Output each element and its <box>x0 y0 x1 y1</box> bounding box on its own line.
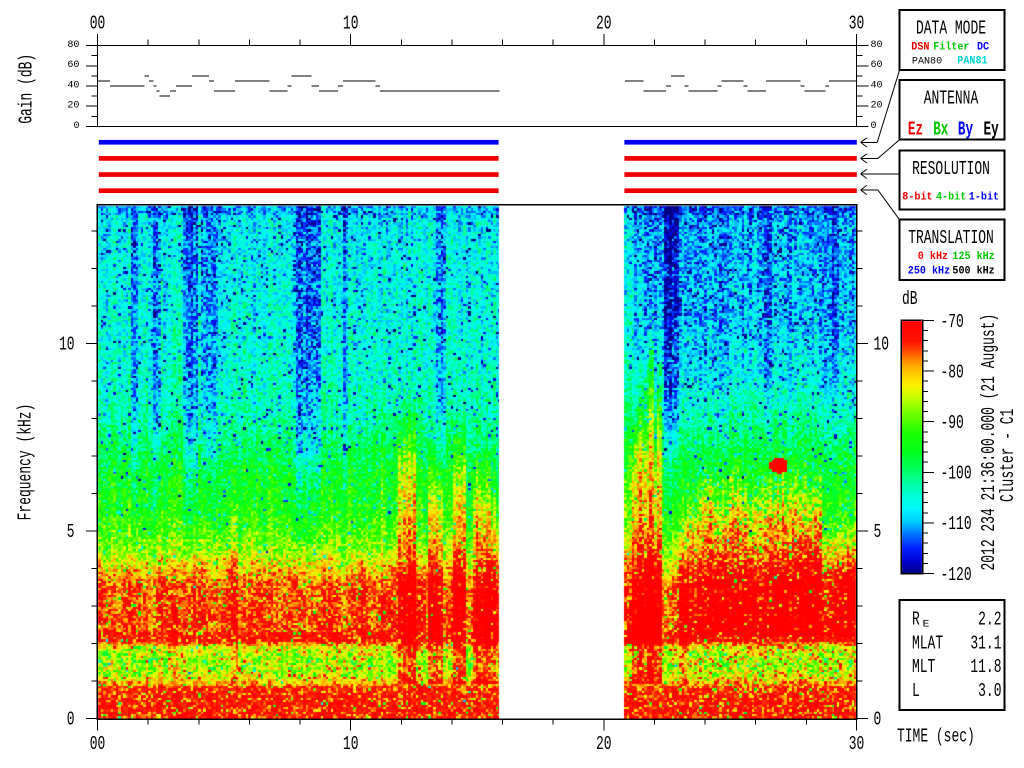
svg-text:-90: -90 <box>941 412 964 434</box>
svg-text:10: 10 <box>874 333 890 355</box>
svg-text:40: 40 <box>871 79 883 91</box>
svg-text:DATA MODE: DATA MODE <box>916 18 986 40</box>
svg-text:00: 00 <box>90 13 106 35</box>
svg-text:-100: -100 <box>941 463 972 485</box>
svg-text:30: 30 <box>849 733 865 755</box>
svg-text:8-bit: 8-bit <box>902 192 932 204</box>
svg-text:5: 5 <box>874 521 882 543</box>
svg-text:30: 30 <box>849 13 865 35</box>
svg-text:2.2: 2.2 <box>978 609 1001 631</box>
svg-text:TRANSLATION: TRANSLATION <box>908 227 994 249</box>
svg-text:MLT: MLT <box>912 656 935 678</box>
svg-text:-110: -110 <box>941 513 972 535</box>
svg-text:20: 20 <box>67 100 79 112</box>
svg-text:DSN: DSN <box>911 41 929 53</box>
svg-text:L: L <box>912 680 920 702</box>
svg-text:4-bit: 4-bit <box>936 192 966 204</box>
svg-text:250 kHz: 250 kHz <box>908 266 950 278</box>
svg-text:80: 80 <box>871 39 883 51</box>
svg-text:0: 0 <box>874 708 882 730</box>
svg-text:By: By <box>958 119 973 141</box>
svg-text:RESOLUTION: RESOLUTION <box>912 158 990 180</box>
svg-text:Filter: Filter <box>933 41 969 53</box>
svg-text:20: 20 <box>596 13 612 35</box>
svg-text:00: 00 <box>90 733 106 755</box>
svg-text:5: 5 <box>67 521 75 543</box>
svg-text:500 kHz: 500 kHz <box>952 266 994 278</box>
svg-text:10: 10 <box>59 333 75 355</box>
svg-text:40: 40 <box>67 79 79 91</box>
svg-text:125 kHz: 125 kHz <box>952 251 994 263</box>
svg-text:DC: DC <box>977 41 989 53</box>
svg-text:Cluster - C1: Cluster - C1 <box>997 409 1019 502</box>
svg-text:60: 60 <box>67 59 79 71</box>
svg-text:10: 10 <box>343 733 359 755</box>
svg-text:-80: -80 <box>941 361 964 383</box>
svg-text:Gain (dB): Gain (dB) <box>16 54 38 124</box>
svg-text:TIME (sec): TIME (sec) <box>897 726 975 748</box>
svg-text:0: 0 <box>871 120 877 132</box>
svg-text:Ey: Ey <box>984 119 999 141</box>
svg-text:dB: dB <box>902 288 918 310</box>
svg-text:60: 60 <box>871 59 883 71</box>
svg-text:-120: -120 <box>941 564 972 586</box>
svg-text:R: R <box>912 609 920 631</box>
svg-text:2012 234 21:36:00.000 (21 Augu: 2012 234 21:36:00.000 (21 August) <box>978 314 1000 571</box>
svg-text:20: 20 <box>871 100 883 112</box>
svg-text:0 kHz: 0 kHz <box>918 251 948 263</box>
svg-text:Frequency (kHz): Frequency (kHz) <box>15 404 37 521</box>
svg-text:1-bit: 1-bit <box>969 192 999 204</box>
svg-text:PAN80: PAN80 <box>912 55 942 67</box>
svg-text:E: E <box>923 619 930 631</box>
svg-text:0: 0 <box>67 708 75 730</box>
svg-text:Ez: Ez <box>908 119 923 141</box>
svg-text:Bx: Bx <box>933 119 948 141</box>
svg-text:ANTENNA: ANTENNA <box>924 88 979 110</box>
svg-text:PAN81: PAN81 <box>957 55 988 67</box>
svg-text:-70: -70 <box>941 311 964 333</box>
svg-text:80: 80 <box>67 39 79 51</box>
svg-text:MLAT: MLAT <box>912 632 943 654</box>
svg-text:31.1: 31.1 <box>970 632 1001 654</box>
svg-text:10: 10 <box>343 13 359 35</box>
svg-text:20: 20 <box>596 733 612 755</box>
svg-text:3.0: 3.0 <box>978 680 1001 702</box>
svg-text:0: 0 <box>73 120 79 132</box>
svg-text:11.8: 11.8 <box>970 656 1001 678</box>
